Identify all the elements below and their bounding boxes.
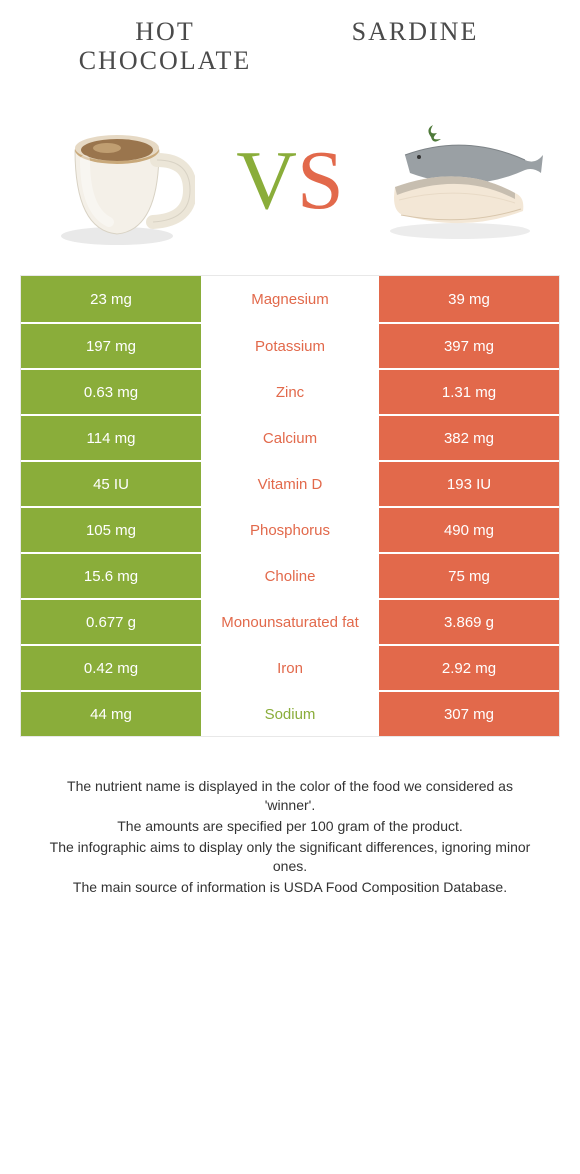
left-value-cell: 45 IU xyxy=(21,462,201,506)
nutrient-label-cell: Potassium xyxy=(201,324,379,368)
footnote-line: The main source of information is USDA F… xyxy=(40,878,540,897)
vs-letter-s: S xyxy=(297,134,344,227)
left-title-col: Hot chocolate xyxy=(40,18,290,75)
left-value-cell: 197 mg xyxy=(21,324,201,368)
nutrient-comparison-table: 23 mgMagnesium39 mg197 mgPotassium397 mg… xyxy=(20,275,560,737)
left-value-cell: 15.6 mg xyxy=(21,554,201,598)
images-row: VS xyxy=(0,75,580,275)
right-food-title: Sardine xyxy=(290,18,540,47)
vs-label: VS xyxy=(220,132,360,229)
vs-letter-v: V xyxy=(236,134,297,227)
right-value-cell: 490 mg xyxy=(379,508,559,552)
nutrient-label-cell: Calcium xyxy=(201,416,379,460)
right-value-cell: 307 mg xyxy=(379,692,559,736)
table-row: 0.42 mgIron2.92 mg xyxy=(21,644,559,690)
nutrient-label-cell: Zinc xyxy=(201,370,379,414)
nutrient-label-cell: Magnesium xyxy=(201,276,379,322)
comparison-infographic: Hot chocolate Sardine xyxy=(0,0,580,1174)
right-title-col: Sardine xyxy=(290,18,540,75)
table-row: 45 IUVitamin D193 IU xyxy=(21,460,559,506)
sardine-icon xyxy=(375,115,545,245)
table-row: 197 mgPotassium397 mg xyxy=(21,322,559,368)
left-value-cell: 105 mg xyxy=(21,508,201,552)
right-value-cell: 3.869 g xyxy=(379,600,559,644)
right-value-cell: 75 mg xyxy=(379,554,559,598)
left-value-cell: 0.42 mg xyxy=(21,646,201,690)
right-value-cell: 193 IU xyxy=(379,462,559,506)
footnote-line: The nutrient name is displayed in the co… xyxy=(40,777,540,815)
left-food-title: Hot chocolate xyxy=(65,18,265,75)
left-value-cell: 0.63 mg xyxy=(21,370,201,414)
table-row: 15.6 mgCholine75 mg xyxy=(21,552,559,598)
footnotes: The nutrient name is displayed in the co… xyxy=(30,737,550,898)
right-value-cell: 382 mg xyxy=(379,416,559,460)
hot-chocolate-icon xyxy=(45,110,195,250)
titles-row: Hot chocolate Sardine xyxy=(0,0,580,75)
nutrient-label-cell: Monounsaturated fat xyxy=(201,600,379,644)
right-value-cell: 397 mg xyxy=(379,324,559,368)
table-row: 114 mgCalcium382 mg xyxy=(21,414,559,460)
footnote-line: The infographic aims to display only the… xyxy=(40,838,540,876)
nutrient-label-cell: Choline xyxy=(201,554,379,598)
left-value-cell: 114 mg xyxy=(21,416,201,460)
right-food-image xyxy=(360,105,560,255)
left-value-cell: 0.677 g xyxy=(21,600,201,644)
table-row: 0.63 mgZinc1.31 mg xyxy=(21,368,559,414)
table-row: 23 mgMagnesium39 mg xyxy=(21,276,559,322)
left-value-cell: 44 mg xyxy=(21,692,201,736)
table-row: 0.677 gMonounsaturated fat3.869 g xyxy=(21,598,559,644)
left-food-image xyxy=(20,105,220,255)
table-row: 105 mgPhosphorus490 mg xyxy=(21,506,559,552)
nutrient-label-cell: Vitamin D xyxy=(201,462,379,506)
nutrient-label-cell: Phosphorus xyxy=(201,508,379,552)
nutrient-label-cell: Sodium xyxy=(201,692,379,736)
nutrient-label-cell: Iron xyxy=(201,646,379,690)
right-value-cell: 39 mg xyxy=(379,276,559,322)
right-value-cell: 1.31 mg xyxy=(379,370,559,414)
right-value-cell: 2.92 mg xyxy=(379,646,559,690)
left-value-cell: 23 mg xyxy=(21,276,201,322)
footnote-line: The amounts are specified per 100 gram o… xyxy=(40,817,540,836)
table-row: 44 mgSodium307 mg xyxy=(21,690,559,736)
